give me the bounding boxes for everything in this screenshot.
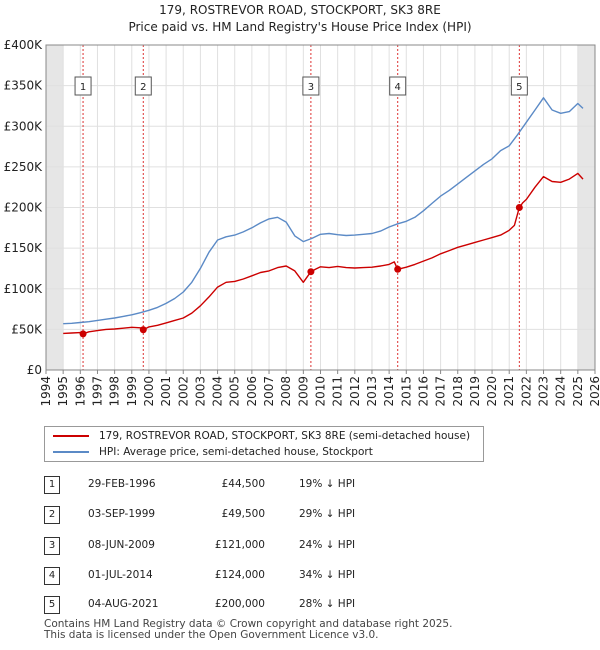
x-tick-label: 2026 — [588, 376, 600, 407]
transaction-number-badge: 4 — [44, 567, 60, 585]
transaction-price: £121,000 — [214, 539, 265, 551]
x-tick-label: 2008 — [279, 376, 293, 407]
sale-label: 4 — [389, 76, 407, 96]
legend-label-hpi: HPI: Average price, semi-detached house,… — [99, 446, 373, 458]
x-tick-label: 1996 — [73, 376, 87, 407]
x-tick-label: 2000 — [142, 376, 156, 407]
transaction-row: 1 29-FEB-1996 £44,500 19% ↓ HPI — [0, 474, 600, 496]
sale-label-text: 4 — [395, 82, 401, 93]
transaction-price: £49,500 — [221, 508, 265, 520]
sale-label-box — [74, 76, 92, 96]
sale-label: 3 — [302, 76, 320, 96]
x-tick-label: 2019 — [468, 376, 482, 407]
x-tick-label: 2012 — [348, 376, 362, 407]
footer-copyright: Contains HM Land Registry data © Crown c… — [44, 618, 453, 630]
sale-label-text: 1 — [80, 82, 86, 93]
transaction-price: £44,500 — [221, 478, 265, 490]
x-tick-label: 1994 — [39, 376, 53, 407]
x-tick-label: 2001 — [159, 376, 173, 407]
transaction-date: 03-SEP-1999 — [88, 508, 156, 520]
sale-label-box — [134, 76, 152, 96]
sale-label: 2 — [134, 76, 152, 96]
chart-title: 179, ROSTREVOR ROAD, STOCKPORT, SK3 8RE — [159, 3, 441, 17]
y-tick-label: £300K — [4, 119, 44, 133]
sale-label-text: 2 — [140, 82, 146, 93]
series-line-hpi — [63, 97, 584, 325]
x-tick-label: 2006 — [245, 376, 259, 407]
transaction-price: £124,000 — [214, 569, 265, 581]
legend-label-property: 179, ROSTREVOR ROAD, STOCKPORT, SK3 8RE … — [99, 430, 471, 442]
sale-point — [515, 204, 523, 211]
chart-legend: 179, ROSTREVOR ROAD, STOCKPORT, SK3 8RE … — [44, 426, 484, 462]
x-tick-label: 1997 — [90, 376, 104, 407]
transaction-hpi-diff: 24% ↓ HPI — [299, 539, 356, 551]
y-tick-label: £200K — [4, 201, 44, 215]
price-chart: 179, ROSTREVOR ROAD, STOCKPORT, SK3 8RE P… — [4, 3, 600, 407]
sale-label: 1 — [74, 76, 92, 96]
sale-label-text: 5 — [516, 82, 522, 93]
sale-label-text: 3 — [308, 82, 314, 93]
sale-label: 5 — [510, 76, 528, 96]
x-tick-label: 1999 — [125, 376, 139, 407]
x-tick-label: 2009 — [296, 376, 310, 407]
chart-subtitle: Price paid vs. HM Land Registry's House … — [128, 20, 471, 34]
transaction-number-badge: 2 — [44, 506, 60, 524]
x-tick-label: 2018 — [451, 376, 465, 407]
y-tick-label: £350K — [4, 79, 44, 93]
x-tick-label: 2010 — [314, 376, 328, 407]
x-tick-label: 2014 — [382, 376, 396, 407]
transaction-number-badge: 3 — [44, 537, 60, 555]
y-tick-label: £150K — [4, 241, 44, 255]
x-tick-label: 2004 — [211, 376, 225, 407]
x-tick-label: 2025 — [571, 376, 585, 407]
x-tick-label: 2022 — [519, 376, 533, 407]
x-tick-label: 2023 — [537, 376, 551, 407]
transaction-row: 3 08-JUN-2009 £121,000 24% ↓ HPI — [0, 535, 600, 557]
sale-point — [394, 265, 402, 273]
x-tick-label: 2020 — [485, 376, 499, 407]
transaction-price: £200,000 — [214, 598, 265, 610]
transaction-date: 04-AUG-2021 — [88, 598, 159, 610]
transaction-hpi-diff: 34% ↓ HPI — [299, 569, 356, 581]
transaction-number-badge: 1 — [44, 476, 60, 494]
sale-label-box — [510, 76, 528, 96]
sale-label-box — [389, 76, 407, 96]
transaction-row: 5 04-AUG-2021 £200,000 28% ↓ HPI — [0, 594, 600, 616]
transaction-hpi-diff: 19% ↓ HPI — [299, 478, 356, 490]
sale-point — [139, 326, 147, 334]
x-tick-label: 2013 — [365, 376, 379, 407]
x-tick-label: 2007 — [262, 376, 276, 407]
x-tick-label: 2021 — [502, 376, 516, 407]
sale-label-box — [302, 76, 320, 96]
transaction-date: 08-JUN-2009 — [88, 539, 155, 551]
transaction-row: 4 01-JUL-2014 £124,000 34% ↓ HPI — [0, 565, 600, 587]
sale-point — [79, 330, 87, 338]
footer-attribution: Contains HM Land Registry data © Crown c… — [44, 619, 452, 641]
x-tick-label: 2011 — [331, 376, 345, 407]
transaction-hpi-diff: 29% ↓ HPI — [299, 508, 356, 520]
x-tick-label: 1998 — [108, 376, 122, 407]
transaction-row: 2 03-SEP-1999 £49,500 29% ↓ HPI — [0, 504, 600, 526]
x-tick-label: 2017 — [434, 376, 448, 407]
x-tick-label: 2024 — [554, 376, 568, 407]
x-tick-label: 2016 — [416, 376, 430, 407]
transaction-date: 01-JUL-2014 — [88, 569, 153, 581]
legend-swatch-property — [53, 435, 89, 437]
transaction-hpi-diff: 28% ↓ HPI — [299, 598, 356, 610]
y-tick-label: £50K — [11, 322, 43, 336]
transaction-date: 29-FEB-1996 — [88, 478, 156, 490]
y-tick-label: £250K — [4, 160, 44, 174]
x-tick-label: 2002 — [176, 376, 190, 407]
sale-point — [307, 268, 315, 276]
x-tick-label: 2015 — [399, 376, 413, 407]
y-tick-label: £100K — [4, 282, 44, 296]
legend-swatch-hpi — [53, 451, 89, 453]
y-tick-label: £0 — [27, 363, 42, 377]
transaction-number-badge: 5 — [44, 596, 60, 614]
y-tick-label: £400K — [4, 38, 44, 52]
x-tick-label: 2005 — [228, 376, 242, 407]
x-tick-label: 1995 — [56, 376, 70, 407]
footer-licence: This data is licensed under the Open Gov… — [44, 629, 379, 641]
x-tick-label: 2003 — [193, 376, 207, 407]
